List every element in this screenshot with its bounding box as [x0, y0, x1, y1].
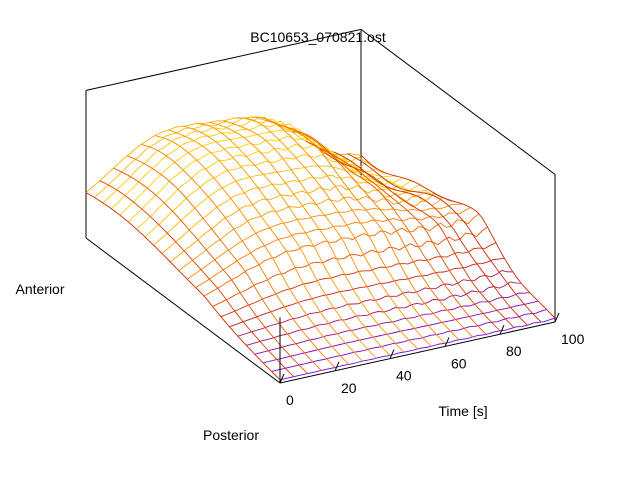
- mesh-line-time: [85, 192, 281, 381]
- y-label-anterior: Anterior: [15, 281, 64, 297]
- x-tick: [334, 361, 340, 372]
- x-tick-label: 0: [286, 392, 294, 408]
- chart-title: BC10653_070821.ost: [250, 29, 386, 45]
- mesh-line-time: [140, 143, 336, 368]
- mesh-line-time: [305, 140, 501, 332]
- x-tick: [499, 324, 505, 335]
- mesh-line-time: [319, 148, 515, 328]
- mesh-line-time: [195, 123, 391, 356]
- box-edge: [360, 28, 556, 175]
- mesh-line-time: [347, 153, 542, 323]
- axis-box-back: [85, 28, 556, 322]
- mesh-line-time: [182, 125, 377, 359]
- x-axis-label: Time [s]: [438, 403, 487, 419]
- mesh-line-time: [127, 155, 322, 371]
- box-edge: [85, 28, 362, 91]
- x-tick-label: 20: [341, 380, 357, 396]
- x-tick-label: 100: [561, 331, 585, 347]
- mesh-line-position: [127, 135, 404, 223]
- x-tick: [389, 349, 395, 359]
- x-tick: [444, 337, 450, 347]
- mesh-line-time: [99, 180, 295, 378]
- mesh-line-time: [237, 117, 432, 347]
- x-tick: [554, 312, 560, 323]
- mesh-line-time: [154, 135, 350, 365]
- mesh-line-time: [209, 122, 405, 353]
- mesh-line-time: [278, 124, 473, 338]
- mesh-line-time: [113, 167, 308, 374]
- y-axis-line: [85, 237, 281, 384]
- mesh-line-time: [292, 131, 487, 335]
- y-label-posterior: Posterior: [203, 427, 259, 443]
- mesh-line-time: [168, 129, 363, 362]
- mesh-line-time: [250, 116, 446, 344]
- x-tick-label: 40: [396, 368, 412, 384]
- mesh-line-time: [360, 154, 556, 319]
- mesh-line-position: [195, 207, 471, 288]
- x-tick: [279, 373, 285, 384]
- x-tick-label: 80: [506, 343, 522, 359]
- x-tick-label: 60: [451, 355, 467, 371]
- x-axis-line: [279, 321, 556, 384]
- axis-box-front: [85, 237, 556, 384]
- mesh-line-position: [85, 116, 362, 194]
- surface-mesh: [85, 116, 556, 381]
- mesh-line-time: [264, 119, 460, 341]
- mesh-line-time: [333, 151, 528, 326]
- mesh-line-time: [223, 120, 418, 350]
- mesh-line-position: [246, 281, 522, 346]
- x-axis-ticks: 0 20 40 60 80 100: [279, 312, 585, 408]
- mesh-line-position: [153, 165, 429, 246]
